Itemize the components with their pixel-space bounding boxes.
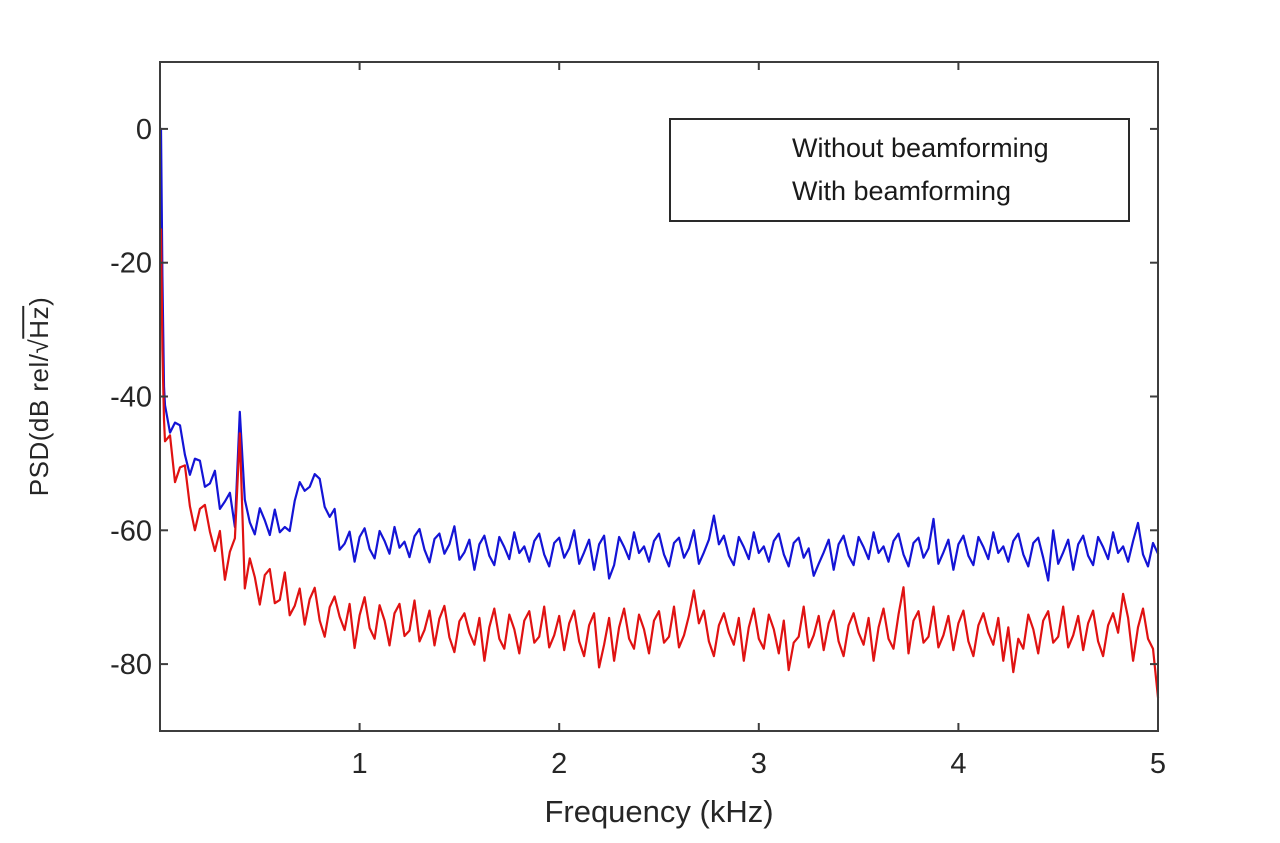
x-tick-label: 5: [1150, 748, 1166, 780]
series-line-1: [159, 228, 1160, 699]
series-line-0: [159, 127, 1160, 582]
legend-row-with-beamforming: With beamforming: [792, 170, 1128, 213]
legend-row-without-beamforming: Without beamforming: [792, 127, 1128, 170]
legend-label-without-beamforming: Without beamforming: [792, 133, 1049, 163]
x-tick-label: 4: [950, 748, 966, 780]
y-tick-label: 0: [136, 114, 152, 146]
y-tick-label: -40: [110, 382, 152, 414]
y-tick-label: -60: [110, 515, 152, 547]
x-tick-label: 2: [551, 748, 567, 780]
x-tick-label: 3: [751, 748, 767, 780]
x-tick-label: 1: [352, 748, 368, 780]
y-tick-label: -80: [110, 649, 152, 681]
y-tick-label: -20: [110, 248, 152, 280]
legend-box: Without beamforming With beamforming: [669, 118, 1130, 222]
legend-label-with-beamforming: With beamforming: [792, 176, 1012, 206]
